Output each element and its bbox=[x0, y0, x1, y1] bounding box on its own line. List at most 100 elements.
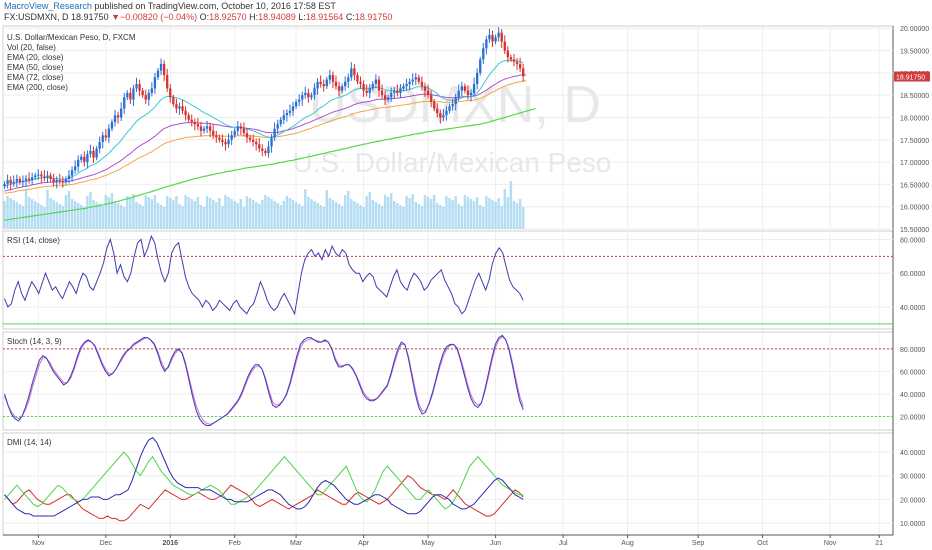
volume-bar bbox=[190, 199, 193, 229]
candle-body bbox=[178, 106, 181, 109]
candle-body bbox=[193, 121, 196, 125]
candle-body bbox=[488, 34, 491, 40]
last-price: 18.91750 bbox=[71, 12, 109, 22]
candle-body bbox=[123, 97, 126, 109]
candle-body bbox=[43, 176, 46, 178]
high-value: 18.94089 bbox=[258, 12, 296, 22]
candle-body bbox=[386, 97, 390, 100]
candle-body bbox=[212, 130, 215, 136]
candle-body bbox=[187, 115, 190, 120]
volume-bar bbox=[322, 207, 325, 229]
volume-bar bbox=[233, 201, 236, 229]
candle-body bbox=[132, 88, 135, 100]
volume-bar bbox=[307, 197, 310, 229]
candle-body bbox=[245, 133, 249, 138]
candle-body bbox=[393, 90, 396, 93]
candle-body bbox=[86, 154, 89, 163]
volume-bar bbox=[291, 200, 295, 229]
volume-bar bbox=[466, 197, 470, 229]
candle-body bbox=[218, 137, 221, 140]
candle-body bbox=[21, 180, 25, 183]
candle-body bbox=[83, 156, 86, 163]
volume-bar bbox=[340, 206, 344, 229]
volume-bar bbox=[224, 195, 227, 229]
candle-body bbox=[368, 88, 371, 93]
candle-body bbox=[270, 137, 273, 147]
candle-body bbox=[159, 63, 163, 71]
candle-body bbox=[310, 95, 313, 98]
candle-body bbox=[316, 81, 319, 89]
price-legend-item: EMA (20, close) bbox=[7, 53, 64, 62]
candle-body bbox=[503, 41, 506, 51]
osc-tick-label: 80.0000 bbox=[900, 237, 925, 244]
time-tick-label: Aug bbox=[621, 540, 634, 547]
volume-bar bbox=[83, 207, 86, 229]
candle-body bbox=[224, 142, 227, 145]
candle-body bbox=[156, 70, 160, 78]
candle-body bbox=[307, 92, 310, 98]
volume-bar bbox=[6, 196, 9, 229]
volume-bar bbox=[405, 196, 408, 229]
volume-bar bbox=[73, 201, 77, 229]
volume-bar bbox=[475, 197, 479, 229]
candle-body bbox=[374, 79, 378, 84]
volume-bar bbox=[40, 205, 43, 229]
volume-bar bbox=[319, 205, 322, 229]
volume-bar bbox=[429, 199, 433, 229]
volume-bar bbox=[445, 196, 448, 229]
volume-bar bbox=[37, 203, 40, 229]
price-tick-label: 16.00000 bbox=[900, 205, 929, 212]
change-down-icon: ▼ bbox=[111, 12, 121, 22]
candle-body bbox=[242, 128, 246, 134]
price-tick-label: 20.00000 bbox=[900, 26, 929, 33]
candle-body bbox=[396, 90, 399, 93]
volume-bar bbox=[169, 198, 172, 229]
volume-bar bbox=[408, 198, 411, 229]
price-legend-item: EMA (72, close) bbox=[7, 73, 64, 82]
candle-body bbox=[208, 126, 212, 131]
volume-bar bbox=[264, 195, 267, 229]
candle-body bbox=[328, 75, 332, 80]
candle-body bbox=[18, 179, 22, 183]
volume-bar bbox=[399, 205, 402, 229]
volume-bar bbox=[411, 194, 414, 229]
candle-body bbox=[196, 124, 200, 127]
volume-bar bbox=[383, 195, 387, 229]
volume-bar bbox=[469, 199, 473, 229]
candle-body bbox=[15, 179, 18, 182]
candle-body bbox=[104, 135, 107, 138]
candle-body bbox=[356, 75, 359, 82]
candle-body bbox=[429, 95, 433, 102]
osc-tick-label: 60.0000 bbox=[900, 271, 925, 278]
candle-body bbox=[500, 32, 503, 42]
volume-bar bbox=[199, 205, 203, 229]
volume-bar bbox=[211, 200, 215, 229]
candle-body bbox=[264, 150, 267, 154]
osc-pane-title: RSI (14, close) bbox=[7, 236, 60, 245]
candle-body bbox=[479, 59, 482, 73]
publisher-link[interactable]: MacroView_Research bbox=[4, 1, 92, 11]
candle-body bbox=[325, 79, 328, 87]
volume-bar bbox=[76, 203, 80, 229]
candle-body bbox=[67, 175, 71, 180]
candle-body bbox=[365, 90, 368, 93]
osc-pane-title: Stoch (14, 3, 9) bbox=[7, 337, 62, 346]
candle-body bbox=[147, 92, 150, 100]
price-legend-item: EMA (200, close) bbox=[7, 83, 68, 92]
candle-body bbox=[239, 126, 243, 129]
candle-body bbox=[291, 106, 295, 111]
ema200-line bbox=[4, 107, 536, 221]
volume-bar bbox=[129, 198, 132, 229]
low-value: 18.91564 bbox=[305, 12, 344, 22]
candle-body bbox=[236, 126, 239, 131]
candle-body bbox=[153, 77, 157, 89]
volume-bar bbox=[104, 195, 108, 229]
candle-body bbox=[169, 88, 172, 98]
candle-body bbox=[497, 32, 500, 38]
price-tick-label: 19.50000 bbox=[900, 49, 929, 56]
dmi-plus-line bbox=[4, 451, 524, 510]
quote-line: FX:USDMXN, D 18.91750 ▼−0.00820 (−0.04%)… bbox=[4, 12, 392, 22]
volume-bar bbox=[172, 200, 175, 229]
volume-bar bbox=[236, 203, 240, 229]
